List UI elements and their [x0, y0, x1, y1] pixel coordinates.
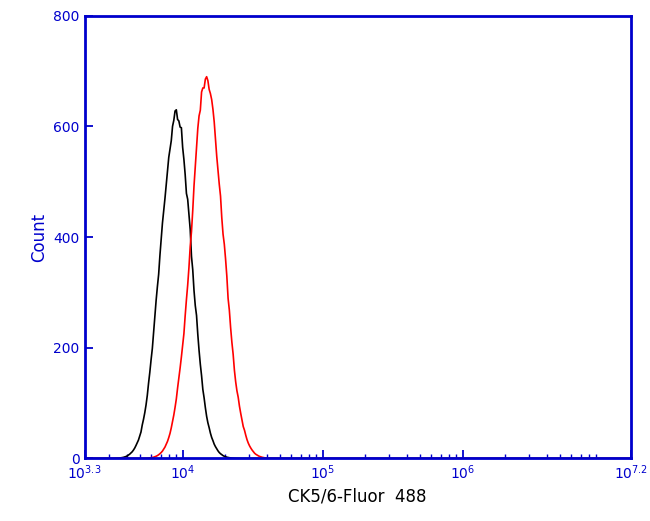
X-axis label: CK5/6-Fluor  488: CK5/6-Fluor 488 — [288, 488, 427, 505]
Y-axis label: Count: Count — [30, 213, 47, 262]
